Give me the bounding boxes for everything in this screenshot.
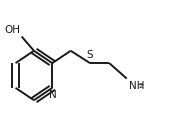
Text: S: S bbox=[87, 50, 93, 60]
Text: 2: 2 bbox=[139, 83, 143, 89]
Text: N: N bbox=[49, 90, 57, 100]
Text: NH: NH bbox=[129, 81, 144, 91]
Text: OH: OH bbox=[4, 25, 20, 35]
